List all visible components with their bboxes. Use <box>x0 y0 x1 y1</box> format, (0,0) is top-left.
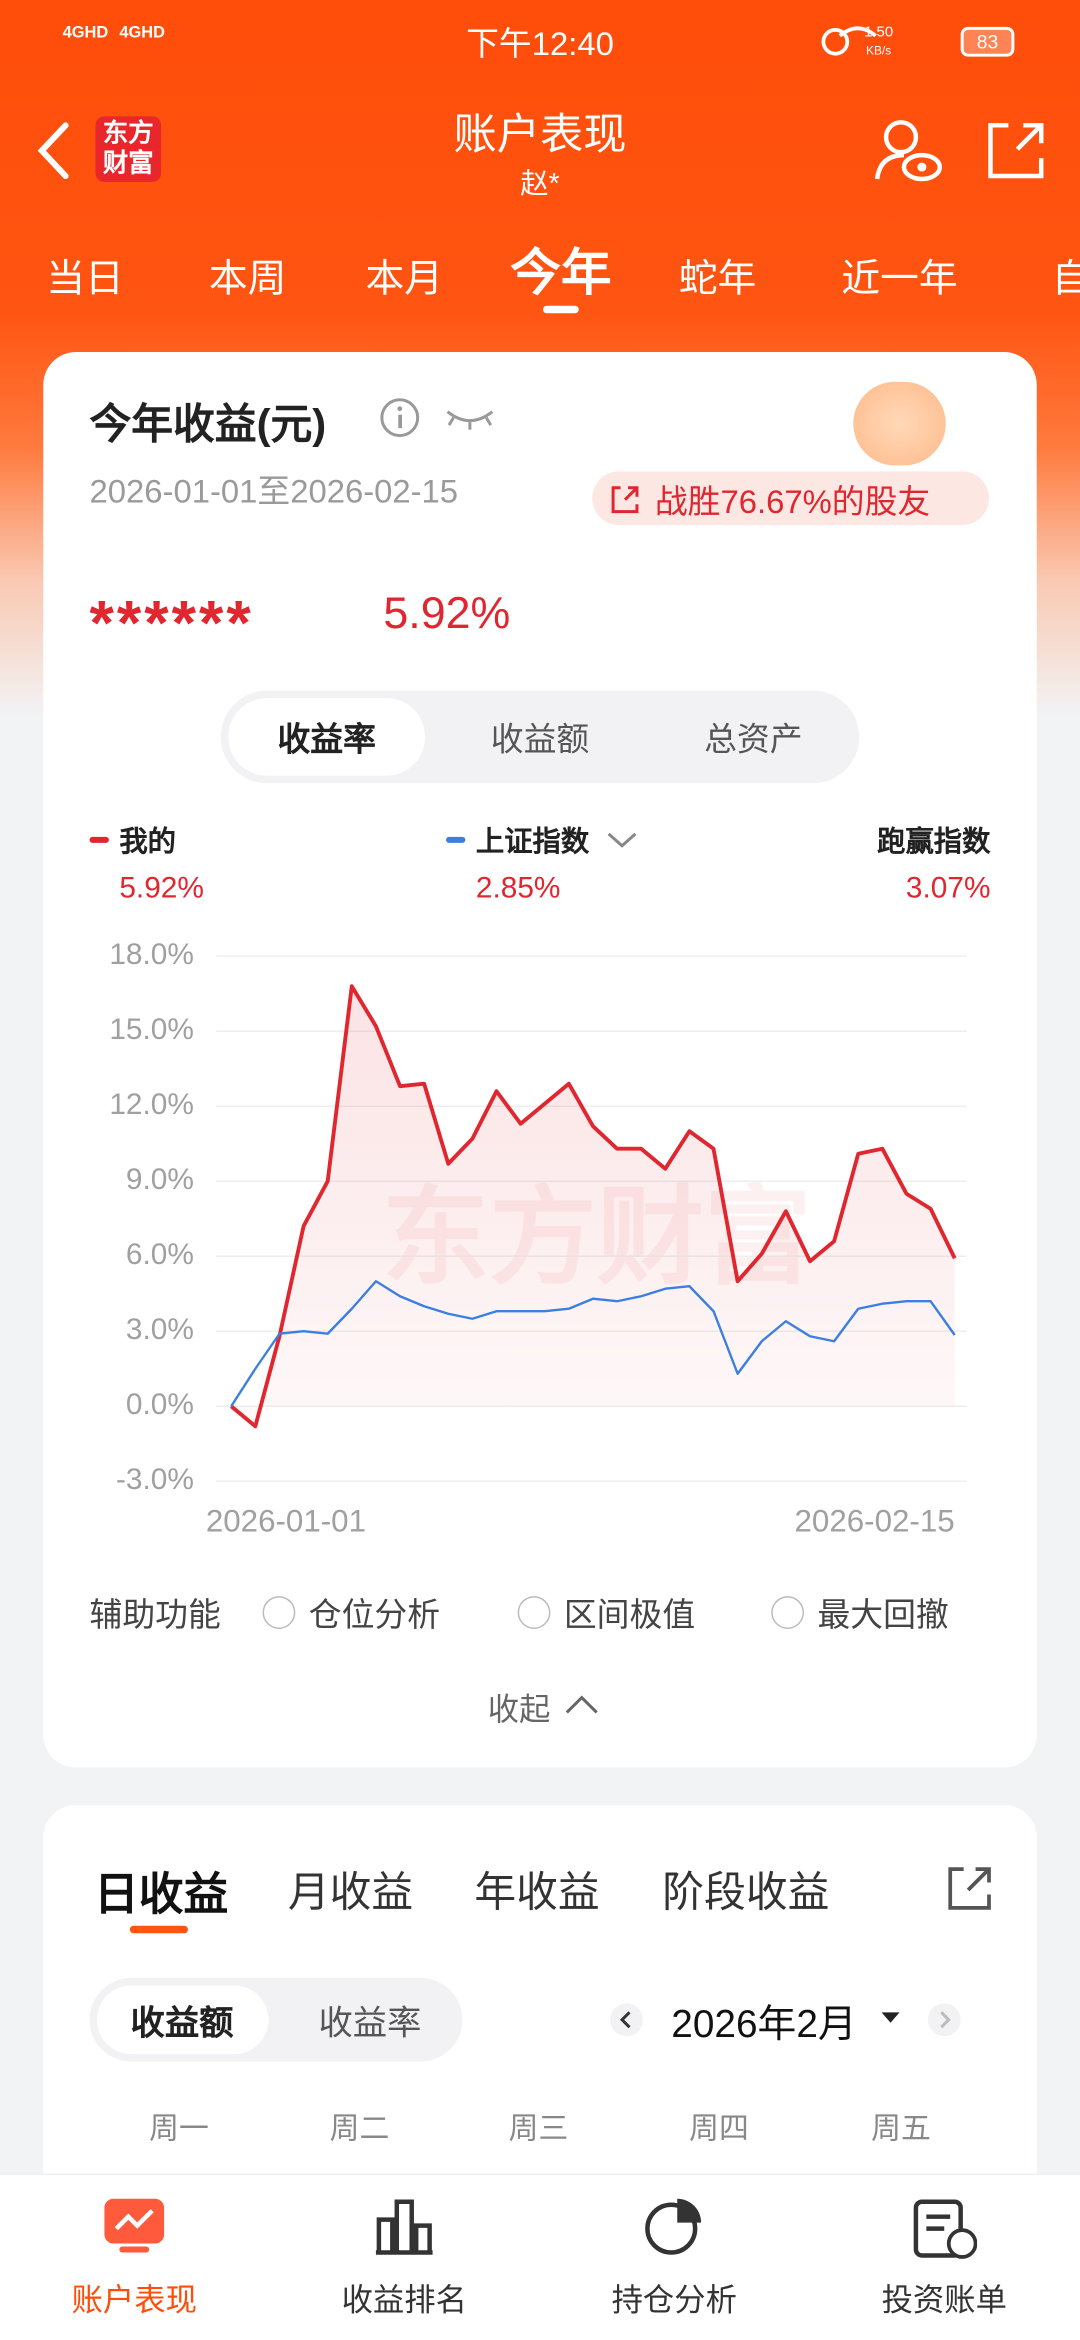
account-name: 赵* <box>520 169 560 201</box>
weekday: 周五 <box>871 2113 931 2146</box>
y-tick-label: 9.0% <box>126 1163 194 1196</box>
area <box>231 986 955 1427</box>
mode-tab[interactable]: 收益率 <box>318 2003 422 2043</box>
bottom-nav <box>0 2173 1080 2340</box>
y-tick-label: 15.0% <box>109 1013 194 1046</box>
logo: 东方财富 <box>102 119 154 178</box>
nav-icon-active[interactable] <box>101 2196 167 2256</box>
collapse-button[interactable]: 收起 <box>487 1693 551 1728</box>
legend-value: 2.85% <box>475 871 561 905</box>
legend-swatch <box>89 836 109 843</box>
tool-option[interactable]: 区间极值 <box>563 1596 696 1634</box>
legend-name[interactable]: 上证指数 <box>475 827 590 859</box>
mode-tab-active[interactable]: 收益额 <box>130 2003 234 2043</box>
chart: 东方财富 18.0%15.0%12.0%9.0%6.0%3.0%0.0%-3.0… <box>109 938 967 1538</box>
x-tick-label: 2026-02-15 <box>795 1503 955 1538</box>
badge-text: 战胜76.67%的股友 <box>654 483 931 521</box>
tab-indicator <box>542 305 579 314</box>
x-tick-label: 2026-01-01 <box>206 1503 366 1538</box>
period-tab[interactable]: 本周 <box>208 255 287 301</box>
weekday: 周三 <box>508 2113 569 2146</box>
nav-item-active[interactable]: 账户表现 <box>71 2283 197 2319</box>
network: 4GHD <box>62 23 109 42</box>
period-tab[interactable]: 近一年 <box>841 255 958 301</box>
total-rate: 5.92% <box>383 589 511 639</box>
tools-label: 辅助功能 <box>89 1596 221 1634</box>
tab-indicator <box>129 1925 188 1934</box>
month-picker[interactable]: 2026年2月 <box>671 2001 857 2046</box>
period-tab[interactable]: 蛇年 <box>678 255 757 301</box>
legend-name: 我的 <box>119 827 177 859</box>
time: 下午12:40 <box>466 25 614 63</box>
status-icons <box>821 26 877 56</box>
speed-unit: KB/s <box>866 44 892 58</box>
clap-decoration <box>853 381 946 466</box>
nav-item[interactable]: 收益排名 <box>341 2283 467 2319</box>
metric-tab[interactable]: 收益额 <box>490 720 590 758</box>
metric-tab[interactable]: 总资产 <box>704 720 803 758</box>
legend-value: 5.92% <box>119 871 204 905</box>
period-tab[interactable]: 自 <box>1052 248 1080 303</box>
period-tab[interactable]: 本月 <box>365 255 444 301</box>
y-tick-label: -3.0% <box>116 1463 194 1496</box>
nav-icon[interactable] <box>371 2196 437 2256</box>
info-eye-icons[interactable] <box>379 397 498 442</box>
legend-swatch <box>446 836 466 843</box>
nav-item[interactable]: 投资账单 <box>881 2283 1007 2319</box>
page-title: 账户表现 <box>453 111 627 160</box>
y-tick-label: 3.0% <box>126 1313 194 1346</box>
summary-card <box>43 352 1037 1768</box>
earnings-tab[interactable]: 阶段收益 <box>662 1869 830 1916</box>
month-caret[interactable] <box>880 2011 901 2026</box>
battery <box>960 26 1015 57</box>
radio[interactable] <box>262 1596 296 1629</box>
period-tab-active[interactable]: 今年 <box>510 245 612 303</box>
weekday: 周一 <box>149 2113 209 2146</box>
earnings-tab[interactable]: 年收益 <box>474 1869 600 1916</box>
share-icon[interactable] <box>985 119 1048 182</box>
y-tick-label: 12.0% <box>109 1088 194 1121</box>
outperform-value: 3.07% <box>905 871 991 905</box>
period-tab[interactable]: 当日 <box>46 255 124 301</box>
weekday: 周二 <box>329 2113 390 2146</box>
nav-icon[interactable] <box>641 2196 707 2256</box>
back-button[interactable] <box>33 119 78 182</box>
earnings-tab[interactable]: 月收益 <box>287 1869 414 1916</box>
line <box>230 1280 956 1407</box>
y-tick-label: 18.0% <box>109 938 194 971</box>
weekday: 周四 <box>689 2113 749 2146</box>
radio[interactable] <box>517 1596 551 1629</box>
collapse-icon[interactable] <box>564 1693 600 1717</box>
metric-tab-active[interactable]: 收益率 <box>277 720 376 758</box>
network: 4GHD <box>119 23 165 42</box>
y-tick-label: 0.0% <box>126 1388 194 1421</box>
date-range: 2026-01-01至2026-02-15 <box>89 472 459 511</box>
badge[interactable] <box>592 471 990 526</box>
tool-option[interactable]: 仓位分析 <box>308 1596 441 1634</box>
earnings-tab-active[interactable]: 日收益 <box>93 1870 229 1920</box>
logo-bg <box>95 116 162 182</box>
share-icon[interactable] <box>946 1865 994 1913</box>
tool-option[interactable]: 最大回撤 <box>817 1596 949 1634</box>
battery-level: 83 <box>976 30 999 53</box>
line <box>229 984 957 1429</box>
radio[interactable] <box>771 1596 805 1629</box>
metric-switch-active <box>228 698 426 776</box>
next-month[interactable] <box>926 2002 962 2038</box>
amount-hidden: ****** <box>89 587 254 658</box>
account-icon[interactable] <box>874 116 946 185</box>
speed: 1.50 <box>864 24 894 42</box>
summary-title: 今年收益(元) <box>89 401 327 448</box>
mode-switch-active <box>96 1985 269 2055</box>
dropdown-icon[interactable] <box>606 829 639 850</box>
y-tick-label: 6.0% <box>126 1238 194 1271</box>
nav-icon[interactable] <box>911 2196 978 2262</box>
badge-icon <box>611 486 639 514</box>
outperform-name: 跑赢指数 <box>877 827 991 859</box>
nav-item[interactable]: 持仓分析 <box>611 2283 737 2319</box>
prev-month[interactable] <box>609 2002 645 2038</box>
